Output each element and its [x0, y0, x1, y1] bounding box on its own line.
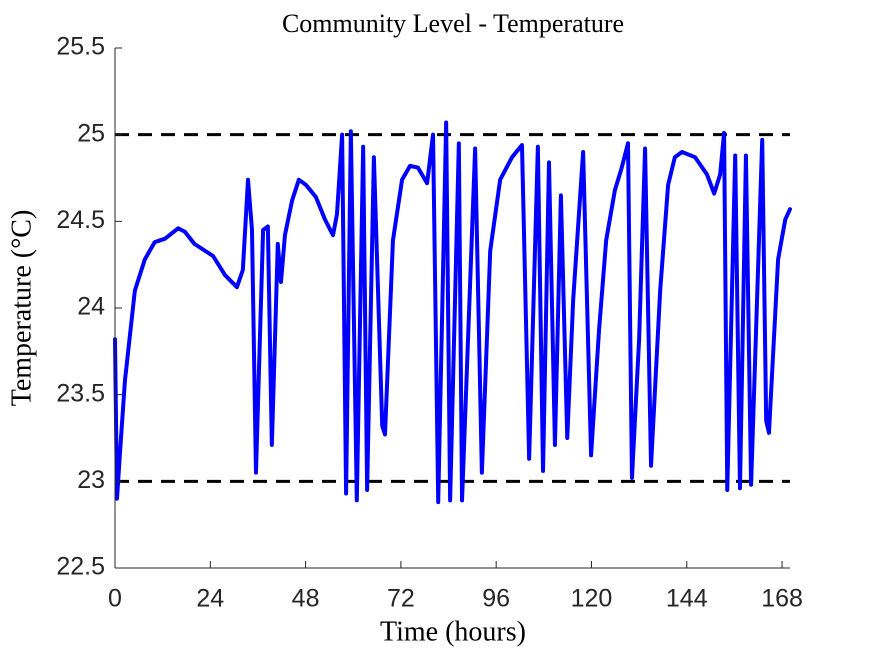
y-tick-label: 22.5: [56, 553, 105, 581]
x-tick-label: 96: [482, 585, 510, 613]
y-axis-label: Temperature (°C): [6, 210, 37, 407]
x-tick-label: 48: [292, 585, 320, 613]
y-tick-label: 24.5: [56, 206, 105, 234]
x-tick-label: 0: [108, 585, 122, 613]
y-tick-label: 24: [77, 293, 105, 321]
y-tick-label: 25: [77, 119, 105, 147]
x-tick-label: 24: [196, 585, 224, 613]
x-tick-label: 120: [571, 585, 613, 613]
series-line: [113, 120, 792, 505]
y-tick-label: 25.5: [56, 33, 105, 61]
x-axis-label: Time (hours): [380, 616, 526, 647]
x-tick-label: 168: [761, 585, 803, 613]
x-tick-label: 72: [387, 585, 415, 613]
chart-title: Community Level - Temperature: [282, 9, 624, 38]
y-tick-label: 23.5: [56, 379, 105, 407]
y-tick-label: 23: [77, 466, 105, 494]
x-tick-label: 144: [666, 585, 708, 613]
